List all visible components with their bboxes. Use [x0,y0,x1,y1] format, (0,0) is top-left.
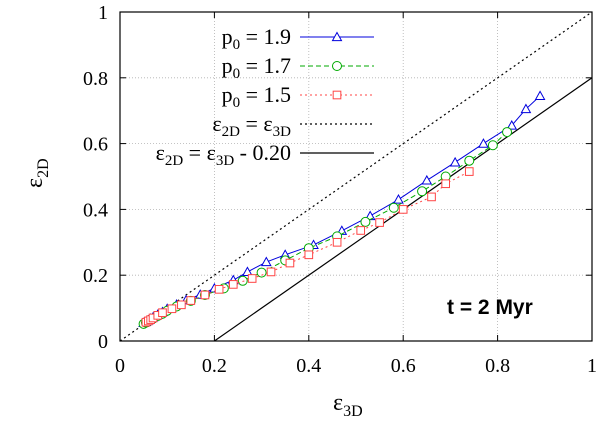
y-tick-label: 0.4 [83,199,108,221]
x-axis-label: ε3D [333,390,363,420]
legend-marker [332,90,342,100]
data-point [200,290,210,300]
x-tick-label: 0.4 [296,355,321,377]
annotation-text: t = 2 Myr [447,296,533,319]
ticks: 0 0.2 0.4 0.6 0.8 1 0 0.2 0.4 0.6 0.8 1 [83,2,597,377]
data-point [398,205,408,214]
series-1 [138,90,546,328]
data-point [167,304,177,314]
data-point [421,174,433,185]
data-point [441,179,451,189]
data-point [260,256,272,267]
series-layer [138,90,546,329]
legend-label: p0 = 1.7 [222,53,291,82]
data-point [177,300,186,310]
y-axis-label: ε2D [22,158,52,188]
reference-line-2 [213,77,592,341]
data-point [417,186,428,197]
x-tick-label: 0.2 [202,355,227,377]
y-tick-label: 0.6 [83,134,108,156]
data-point [487,140,498,151]
series-3 [141,167,474,327]
x-tick-label: 0.6 [391,355,416,377]
data-point [186,296,196,305]
y-axis-label-base: ε [22,178,48,188]
legend-marker [331,31,343,42]
svg-text:ε2D: ε2D [22,158,52,188]
reference-lines [120,12,592,341]
data-point [506,119,518,130]
data-point [393,194,404,204]
data-point [332,237,342,247]
data-point [464,167,474,176]
reference-line-1 [120,12,592,341]
data-point [502,127,513,138]
x-axis-label-base: ε [333,390,343,416]
data-point [388,202,399,213]
legend-label: ε2D = ε3D - 0.20 [156,140,291,169]
legend-label: p0 = 1.9 [222,24,291,53]
data-point [237,275,248,286]
data-point [256,267,267,278]
data-point [304,250,314,260]
svg-text:ε3D: ε3D [333,390,363,420]
data-point [285,258,295,268]
y-tick-label: 0.2 [83,265,108,287]
data-point [158,308,167,318]
grid [120,12,592,341]
data-point [356,226,366,235]
legend-label: ε2D = ε3D [212,111,291,140]
y-tick-label: 0.8 [83,68,108,90]
data-point [247,274,257,283]
y-axis-label-sub: 2D [35,158,52,178]
x-tick-label: 1 [587,355,597,377]
data-point [427,192,436,202]
y-tick-label: 0 [98,331,108,353]
data-point [266,267,276,277]
data-point [449,156,461,167]
data-point [228,280,238,289]
data-point [375,218,384,227]
plot-frame [119,11,593,342]
data-point [464,155,475,166]
data-point [214,285,224,294]
data-point [520,103,532,114]
data-point [242,266,253,277]
y-tick-label: 1 [98,2,108,24]
legend-marker [332,61,342,71]
data-point [360,216,371,227]
x-tick-label: 0 [115,355,125,377]
data-point [534,90,546,100]
data-point [478,138,489,148]
x-tick-label: 0.8 [485,355,510,377]
legend-label: p0 = 1.5 [222,82,291,111]
x-axis-label-sub: 3D [343,403,363,420]
